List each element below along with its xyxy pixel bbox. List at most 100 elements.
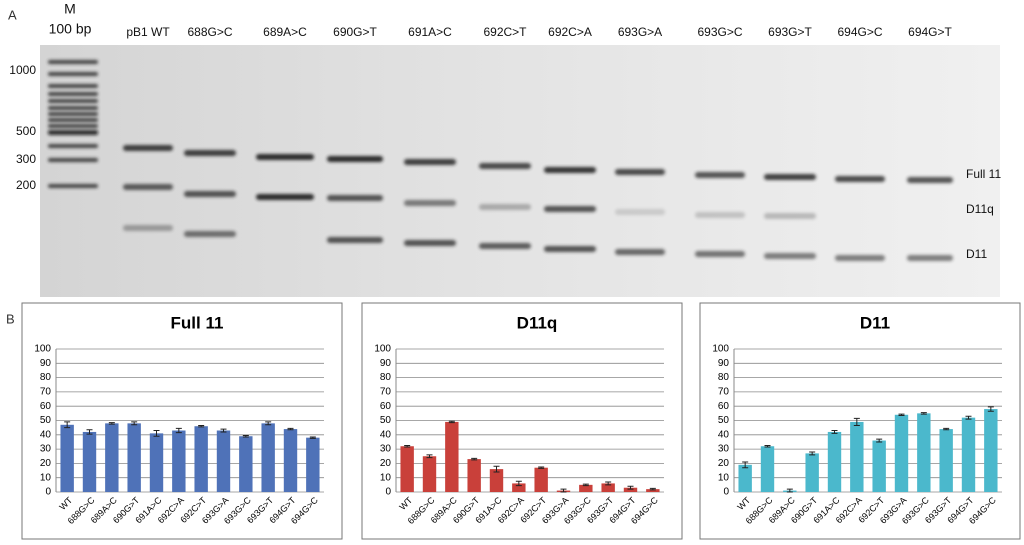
error-bar: [898, 413, 905, 416]
ladder-band: [48, 99, 98, 103]
y-tick-label: 30: [40, 444, 52, 455]
bar: [827, 431, 842, 492]
error-bar: [742, 461, 749, 469]
y-tick-label: 40: [718, 429, 730, 440]
error-bar: [560, 488, 567, 493]
gel-band: [764, 213, 816, 219]
error-bar: [242, 435, 249, 438]
y-tick-label: 50: [380, 415, 392, 426]
y-tick-label: 100: [34, 344, 51, 355]
y-tick-label: 70: [380, 387, 392, 398]
error-bar: [86, 429, 93, 435]
band-label: Full 11: [966, 167, 1001, 181]
y-tick-label: 90: [380, 358, 392, 369]
gel-band: [615, 249, 665, 255]
gel-band: [123, 225, 173, 231]
lane-label: 688G>C: [187, 25, 232, 39]
gel-band: [695, 251, 745, 257]
error-bar: [786, 488, 793, 493]
ladder-band: [48, 84, 98, 88]
ladder-band: [48, 72, 98, 76]
bar: [261, 423, 275, 492]
size-label: 300: [16, 152, 36, 166]
marker-label: M: [64, 1, 76, 17]
band-label: D11: [966, 247, 987, 261]
ladder-band: [48, 118, 98, 122]
error-bar: [920, 412, 927, 415]
y-tick-label: 0: [385, 487, 391, 498]
gel-band: [327, 237, 383, 243]
y-tick-label: 100: [374, 344, 391, 355]
bar: [760, 446, 775, 492]
panel-label: B: [6, 311, 15, 326]
bar: [850, 421, 864, 492]
y-tick-label: 90: [718, 358, 730, 369]
bar: [738, 464, 752, 492]
y-tick-label: 60: [380, 401, 392, 412]
bar: [149, 433, 164, 492]
panel-label: A: [8, 7, 17, 22]
error-bar: [965, 415, 972, 420]
y-tick-label: 10: [380, 472, 392, 483]
gel-band: [327, 156, 383, 162]
bar: [105, 423, 119, 492]
gel-band: [404, 159, 456, 165]
error-bar: [605, 481, 612, 486]
gel-band: [695, 212, 745, 218]
lane-label: 692C>A: [548, 25, 592, 39]
y-tick-label: 20: [40, 458, 52, 469]
bar: [127, 423, 141, 492]
bar: [283, 429, 298, 492]
ladder-band: [48, 60, 98, 64]
gel-band: [764, 253, 816, 259]
bar: [306, 437, 320, 492]
bar: [894, 414, 909, 492]
error-bar: [987, 406, 994, 412]
bar: [805, 453, 819, 492]
y-tick-label: 0: [45, 487, 51, 498]
lane-label: 689A>C: [263, 25, 307, 39]
y-tick-label: 30: [380, 444, 392, 455]
gel-band: [615, 169, 665, 175]
ladder-band: [48, 112, 98, 116]
gel-band: [256, 194, 314, 200]
bar: [601, 483, 615, 492]
error-bar: [493, 465, 500, 473]
marker-unit: 100 bp: [49, 21, 92, 37]
ladder-band: [48, 158, 98, 162]
lane-label: 691A>C: [408, 25, 452, 39]
size-label: 500: [16, 124, 36, 138]
y-tick-label: 10: [40, 472, 52, 483]
bar: [422, 456, 437, 492]
ladder-band: [48, 92, 98, 96]
error-bar: [582, 483, 589, 487]
gel-band: [327, 195, 383, 201]
y-tick-label: 80: [40, 372, 52, 383]
gel-band: [123, 184, 173, 190]
gel-band: [907, 177, 953, 183]
gel-band: [256, 154, 314, 160]
bar: [534, 467, 548, 492]
error-bar: [64, 421, 71, 429]
y-tick-label: 40: [40, 429, 52, 440]
bar: [60, 424, 74, 492]
bar: [194, 426, 208, 492]
gel-band: [123, 145, 173, 151]
gel-band: [615, 209, 665, 215]
chart-title: D11: [860, 313, 890, 332]
y-tick-label: 60: [718, 401, 730, 412]
error-bar: [198, 425, 205, 428]
error-bar: [853, 417, 860, 427]
error-bar: [153, 430, 160, 437]
error-bar: [471, 457, 478, 461]
gel-band: [544, 206, 596, 212]
gel-band: [479, 243, 531, 249]
gel-band: [184, 150, 236, 156]
ladder-band: [48, 130, 98, 135]
error-bar: [943, 427, 950, 431]
lane-label: 694G>C: [837, 25, 882, 39]
error-bar: [287, 427, 294, 431]
gel-band: [404, 240, 456, 246]
gel-band: [544, 167, 596, 173]
error-bar: [448, 420, 455, 424]
